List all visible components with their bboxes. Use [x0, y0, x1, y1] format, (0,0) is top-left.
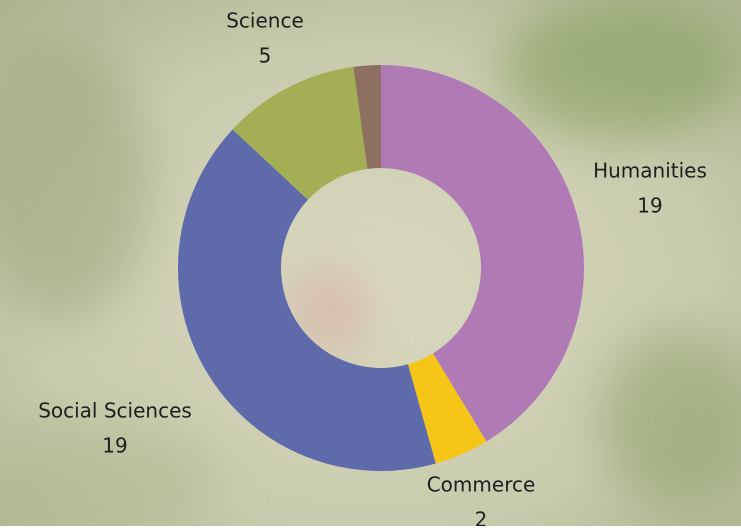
- chart: Humanities 19 Commerce 2 Social Sciences 19 Sc…: [0, 0, 741, 526]
- segment-value: 2: [475, 508, 488, 527]
- segment-value: 19: [102, 434, 127, 458]
- segment-value: 19: [637, 194, 662, 218]
- segment-label: Social Sciences: [38, 399, 192, 423]
- segment-label: Science: [226, 9, 304, 33]
- segment-label: Humanities: [593, 159, 707, 183]
- page: Humanities 19 Commerce 2 Social Sciences 19 Sc…: [0, 0, 741, 526]
- segment-value: 5: [259, 44, 272, 68]
- segment-label: Commerce: [427, 473, 536, 497]
